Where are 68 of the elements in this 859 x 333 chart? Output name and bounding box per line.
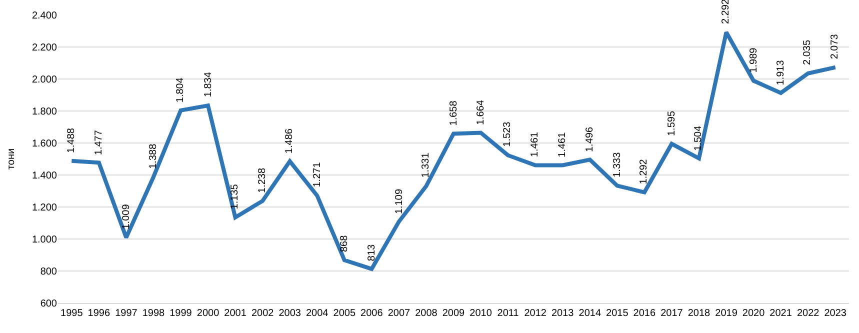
data-label: 868 bbox=[338, 234, 350, 252]
data-label: 1.109 bbox=[394, 188, 405, 214]
y-tick-label: 600 bbox=[40, 298, 58, 310]
x-tick-label: 2003 bbox=[278, 308, 302, 319]
x-tick-label: 2017 bbox=[660, 308, 684, 319]
x-tick-label: 2020 bbox=[742, 308, 766, 319]
data-label: 1.658 bbox=[448, 100, 460, 126]
x-tick-label: 2002 bbox=[251, 308, 274, 319]
data-label: 1.913 bbox=[775, 60, 786, 86]
x-tick-label: 1996 bbox=[88, 308, 110, 319]
y-tick-label: 1.800 bbox=[32, 106, 58, 118]
data-label: 1.238 bbox=[257, 168, 268, 193]
data-label: 1.504 bbox=[693, 125, 704, 151]
data-label: 1.804 bbox=[174, 77, 186, 103]
x-tick-label: 2011 bbox=[497, 308, 520, 319]
data-label: 1.461 bbox=[556, 132, 568, 158]
y-tick-label: 2.000 bbox=[32, 74, 58, 86]
data-label: 813 bbox=[366, 244, 378, 262]
x-tick-label: 2006 bbox=[360, 308, 384, 319]
data-label: 1.834 bbox=[202, 72, 214, 98]
data-label: 1.496 bbox=[584, 126, 596, 152]
x-tick-label: 1999 bbox=[170, 308, 192, 319]
y-axis-title: тони bbox=[6, 148, 17, 170]
x-tick-label: 2005 bbox=[333, 308, 356, 319]
x-tick-label: 2019 bbox=[715, 308, 738, 319]
x-tick-label: 2023 bbox=[824, 308, 847, 319]
x-tick-label: 1997 bbox=[115, 308, 138, 319]
x-tick-label: 2012 bbox=[524, 308, 547, 319]
x-tick-label: 2014 bbox=[578, 308, 602, 319]
data-label: 1.461 bbox=[530, 132, 541, 158]
x-tick-label: 2022 bbox=[796, 308, 820, 319]
data-label: 1.477 bbox=[94, 130, 105, 156]
data-label: 1.333 bbox=[612, 152, 623, 178]
y-tick-label: 800 bbox=[40, 266, 58, 278]
data-label: 1.488 bbox=[66, 128, 78, 154]
data-label: 1.989 bbox=[748, 47, 760, 73]
data-label: 2.035 bbox=[802, 40, 814, 65]
x-tick-label: 2008 bbox=[415, 308, 438, 319]
data-label: 2.073 bbox=[830, 34, 841, 60]
x-tick-label: 1995 bbox=[60, 308, 84, 319]
data-label: 1.486 bbox=[284, 128, 296, 154]
y-tick-label: 1.400 bbox=[32, 170, 58, 182]
data-label: 1.009 bbox=[121, 204, 132, 230]
y-tick-label: 1.000 bbox=[32, 234, 58, 246]
x-tick-label: 2013 bbox=[551, 308, 574, 319]
data-label: 1.595 bbox=[666, 110, 678, 136]
y-tick-label: 1.200 bbox=[32, 202, 58, 214]
x-tick-label: 2016 bbox=[633, 308, 656, 319]
data-label: 1.292 bbox=[638, 158, 650, 184]
x-tick-label: 2000 bbox=[196, 308, 220, 319]
data-label: 1.664 bbox=[476, 100, 487, 126]
data-label: 1.523 bbox=[502, 121, 514, 147]
x-tick-label: 2015 bbox=[606, 308, 629, 319]
y-tick-label: 2.400 bbox=[32, 10, 58, 22]
data-label: 1.331 bbox=[420, 152, 432, 178]
x-tick-label: 2007 bbox=[388, 308, 411, 319]
x-tick-label: 2009 bbox=[442, 308, 466, 319]
x-tick-label: 2018 bbox=[688, 308, 711, 319]
y-tick-label: 2.200 bbox=[32, 42, 58, 54]
x-tick-label: 2001 bbox=[224, 308, 247, 319]
x-tick-label: 2004 bbox=[306, 308, 329, 319]
x-tick-label: 2010 bbox=[470, 308, 492, 319]
y-tick-label: 1.600 bbox=[32, 138, 58, 150]
x-tick-label: 2021 bbox=[770, 308, 792, 319]
x-tick-label: 1998 bbox=[142, 308, 166, 319]
data-label: 1.388 bbox=[148, 143, 160, 169]
data-label: 1.135 bbox=[229, 184, 240, 210]
data-label: 1.271 bbox=[312, 162, 323, 188]
